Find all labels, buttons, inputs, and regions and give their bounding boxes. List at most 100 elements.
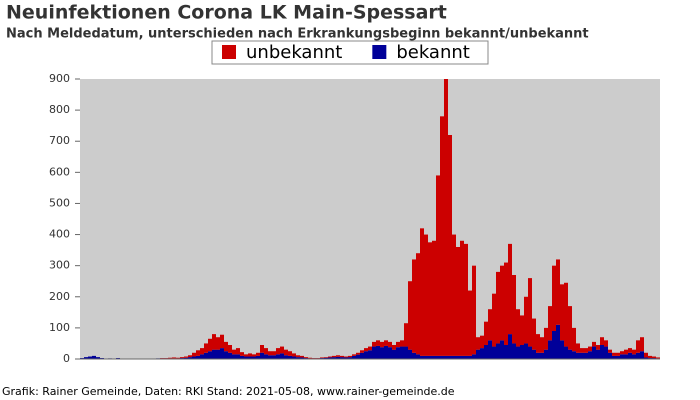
bar-segment	[472, 265, 476, 355]
bar-segment	[328, 356, 332, 358]
bar-segment	[332, 355, 336, 358]
bar-segment	[264, 354, 268, 359]
bar-segment	[288, 351, 292, 356]
bar-segment	[344, 356, 348, 358]
bar-segment	[476, 349, 480, 359]
bar-segment	[240, 355, 244, 359]
bar-segment	[496, 271, 500, 344]
bar-segment	[640, 337, 644, 352]
bar-segment	[232, 354, 236, 359]
bar-segment	[636, 352, 640, 359]
bar-segment	[224, 341, 228, 352]
bar-segment	[352, 355, 356, 359]
bar-segment	[548, 340, 552, 359]
bar-segment	[232, 349, 236, 355]
bar-segment	[560, 284, 564, 341]
bar-segment	[588, 351, 592, 359]
bar-segment	[384, 340, 388, 346]
bar-segment	[208, 351, 212, 359]
bar-segment	[488, 309, 492, 341]
bar-segment	[552, 265, 556, 331]
bar-segment	[88, 356, 92, 359]
bar-segment	[576, 343, 580, 353]
bar-segment	[456, 247, 460, 356]
bar-segment	[464, 243, 468, 356]
bar-segment	[368, 350, 372, 359]
bar-segment	[428, 242, 432, 356]
bar-segment	[328, 357, 332, 359]
bar-segment	[204, 352, 208, 359]
bar-segment	[284, 349, 288, 356]
bar-segment	[540, 352, 544, 359]
bar-segment	[400, 340, 404, 347]
bar-segment	[184, 357, 188, 359]
bar-segment	[468, 355, 472, 359]
bar-segment	[536, 352, 540, 359]
bar-segment	[564, 282, 568, 347]
bar-segment	[432, 240, 436, 356]
bar-segment	[596, 349, 600, 359]
bar-segment	[344, 357, 348, 359]
bar-segment	[616, 355, 620, 359]
bar-segment	[584, 348, 588, 353]
bar-segment	[352, 354, 356, 356]
bar-segment	[292, 353, 296, 357]
bar-segment	[200, 348, 204, 355]
y-tick-label: 400	[49, 228, 70, 241]
legend-swatch	[372, 45, 387, 59]
bar-segment	[448, 355, 452, 359]
bar-segment	[532, 318, 536, 350]
bar-segment	[604, 340, 608, 347]
bar-segment	[168, 357, 172, 359]
bar-segment	[572, 327, 576, 352]
bar-segment	[656, 357, 660, 359]
bar-segment	[520, 315, 524, 345]
bar-segment	[380, 347, 384, 359]
y-tick-label: 900	[49, 72, 70, 85]
bar-segment	[628, 348, 632, 353]
bar-segment	[644, 352, 648, 358]
bar-segment	[576, 352, 580, 359]
bar-segment	[272, 355, 276, 359]
bar-segment	[412, 259, 416, 353]
bar-segment	[444, 79, 448, 356]
bar-segment	[380, 341, 384, 348]
bar-segment	[528, 346, 532, 359]
bar-segment	[220, 348, 224, 359]
bar-segment	[376, 345, 380, 359]
bar-segment	[580, 348, 584, 353]
bar-segment	[216, 337, 220, 350]
chart-title: Neuinfektionen Corona LK Main-Spessart	[6, 2, 447, 24]
bar-segment	[540, 337, 544, 353]
bar-segment	[560, 340, 564, 359]
legend-swatch	[222, 45, 236, 59]
bar-segment	[368, 346, 372, 351]
bar-segment	[588, 346, 592, 352]
bar-segment	[440, 355, 444, 359]
bar-segment	[624, 349, 628, 355]
bar-segment	[360, 350, 364, 353]
bar-segment	[452, 355, 456, 359]
bar-segment	[268, 355, 272, 359]
bar-segment	[536, 334, 540, 353]
bar-segment	[276, 348, 280, 355]
bar-segment	[340, 357, 344, 359]
bar-segment	[476, 337, 480, 350]
bar-segment	[500, 340, 504, 359]
bar-segment	[192, 352, 196, 357]
bar-segment	[628, 352, 632, 359]
bar-segment	[84, 357, 88, 359]
bar-segment	[516, 309, 520, 347]
bar-segment	[596, 345, 600, 350]
bar-segment	[336, 356, 340, 359]
bar-segment	[608, 349, 612, 353]
bar-segment	[300, 355, 304, 358]
bar-segment	[604, 346, 608, 359]
bar-segment	[508, 334, 512, 359]
bar-segment	[420, 228, 424, 356]
bar-segment	[616, 352, 620, 356]
bar-segment	[432, 355, 436, 359]
bar-segment	[460, 355, 464, 359]
bar-segment	[268, 351, 272, 356]
bar-segment	[468, 290, 472, 356]
